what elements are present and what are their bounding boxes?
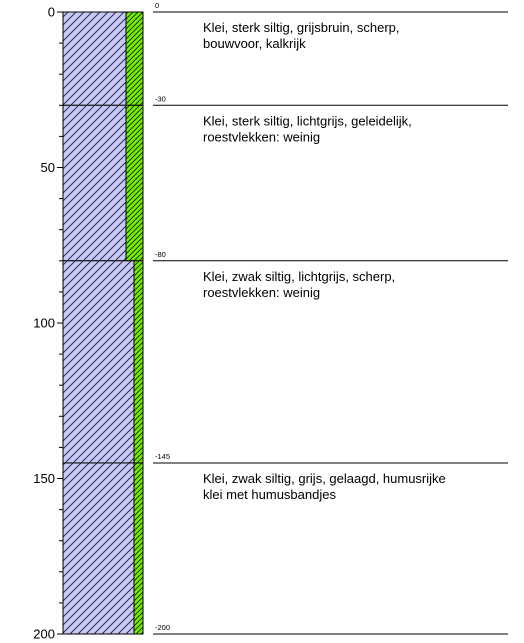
silt-fraction-bar [133, 260, 144, 464]
silt-fraction-bar [125, 11, 144, 106]
layer-top-depth-label: -30 [155, 94, 166, 103]
layer-description-line: bouwvoor, kalkrijk [203, 36, 306, 51]
layer-description-line: Klei, sterk siltig, lichtgrijs, geleidel… [203, 113, 412, 128]
layer-description-line: Klei, zwak siltig, grijs, gelaagd, humus… [203, 471, 446, 486]
depth-tick-label: 0 [48, 5, 55, 20]
clay-fraction-bar [62, 11, 127, 106]
layer-description-line: klei met humusbandjes [203, 487, 336, 502]
depth-tick-label: 150 [33, 471, 55, 486]
clay-fraction-bar [62, 260, 135, 464]
depth-tick-label: 100 [33, 316, 55, 331]
layer-description-line: Klei, sterk siltig, grijsbruin, scherp, [203, 20, 400, 35]
depth-tick-label: 200 [33, 627, 55, 642]
silt-fraction-bar [125, 104, 144, 262]
clay-fraction-bar [62, 104, 127, 262]
layer-top-depth-label: 0 [155, 1, 159, 10]
soil-column [62, 11, 144, 635]
clay-fraction-bar [62, 462, 135, 635]
depth-tick-label: 50 [41, 160, 55, 175]
depth-axis: 0 50 100 150 200 [33, 5, 64, 642]
layer-description-line: Klei, zwak siltig, lichtgrijs, scherp, [203, 269, 395, 284]
silt-fraction-bar [133, 462, 144, 635]
bottom-depth-label: -200 [155, 623, 170, 632]
layer-annotations: 0 Klei, sterk siltig, grijsbruin, scherp,… [153, 1, 508, 635]
layer-top-depth-label: -145 [155, 452, 170, 461]
layer-description-line: roestvlekken: weinig [203, 285, 320, 300]
layer-top-depth-label: -80 [155, 250, 166, 259]
layer-description-line: roestvlekken: weinig [203, 129, 320, 144]
